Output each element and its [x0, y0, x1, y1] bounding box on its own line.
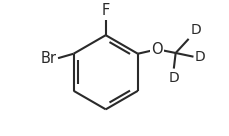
- Text: D: D: [189, 23, 200, 37]
- Text: O: O: [151, 42, 162, 57]
- Text: F: F: [101, 3, 109, 18]
- Text: D: D: [194, 50, 205, 64]
- Text: Br: Br: [40, 51, 56, 66]
- Text: D: D: [168, 71, 178, 85]
